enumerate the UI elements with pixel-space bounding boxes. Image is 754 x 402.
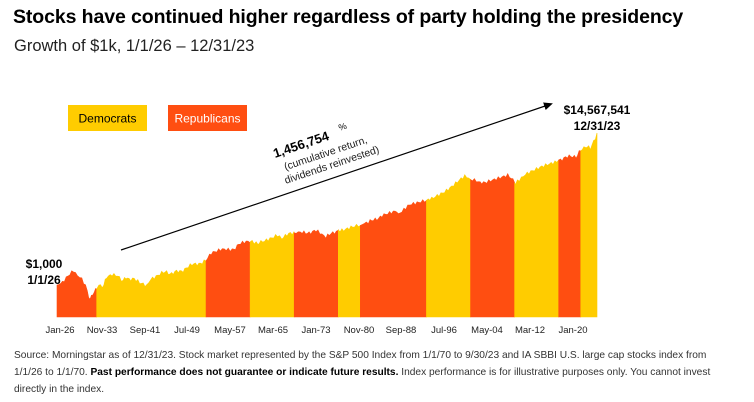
- page-subtitle: Growth of $1k, 1/1/26 – 12/31/23: [14, 37, 255, 55]
- area-period-8: [470, 173, 515, 318]
- x-tick-label-11: Mar-12: [515, 325, 545, 336]
- x-tick-label-1: Nov-33: [87, 325, 118, 336]
- start-date-label: 1/1/26: [27, 273, 61, 287]
- area-period-2: [205, 240, 251, 318]
- area-period-5: [338, 223, 361, 318]
- page-title: Stocks have continued higher regardless …: [13, 6, 684, 28]
- x-tick-label-12: Jan-20: [558, 325, 587, 336]
- x-tick-label-4: May-57: [214, 325, 246, 336]
- x-tick-label-2: Sep-41: [130, 325, 161, 336]
- footnote-text-2: Index performance is for illustrative pu…: [14, 367, 711, 395]
- x-tick-label-3: Jul-49: [174, 325, 200, 336]
- party-areas: [56, 132, 598, 318]
- x-tick-label-8: Sep-88: [386, 325, 417, 336]
- x-tick-label-5: Mar-65: [258, 325, 288, 336]
- legend-label-R: Republicans: [174, 112, 240, 126]
- area-period-4: [293, 228, 339, 318]
- footnote-text-1: Source: Morningstar as of 12/31/23. Stoc…: [14, 350, 707, 378]
- source-footnote: Source: Morningstar as of 12/31/23. Stoc…: [14, 347, 734, 398]
- cumulative-return-unit: %: [337, 121, 348, 133]
- legend-swatch-D: [68, 105, 147, 131]
- area-period-9: [514, 159, 559, 318]
- area-period-10: [558, 150, 582, 318]
- area-period-0: [56, 270, 97, 318]
- area-period-6: [360, 199, 427, 318]
- x-tick-label-0: Jan-26: [45, 325, 74, 336]
- x-tick-label-9: Jul-96: [431, 325, 457, 336]
- area-period-1: [96, 259, 207, 318]
- start-value-label: $1,000: [26, 257, 63, 271]
- area-period-7: [426, 174, 471, 318]
- trend-arrow-line: [120, 102, 553, 251]
- growth-chart: Democrats Republicans 1,456,754%(cumulati…: [26, 102, 631, 336]
- legend-swatch-R: [168, 105, 247, 131]
- x-tick-label-6: Jan-73: [301, 325, 330, 336]
- area-period-11: [580, 132, 598, 318]
- area-period-3: [249, 231, 295, 318]
- cumulative-return-label: 1,456,754%(cumulative return,dividends r…: [271, 121, 381, 187]
- x-axis-ticks: Jan-26 Nov-33 Sep-41 Jul-49 May-57 Mar-65 Jan-…: [45, 325, 587, 336]
- end-value-label: $14,567,541: [564, 103, 631, 117]
- end-date-label: 12/31/23: [574, 119, 621, 133]
- chart-legend: Democrats Republicans: [68, 105, 247, 131]
- footnote-disclaimer: Past performance does not guarantee or i…: [90, 367, 399, 378]
- legend-label-D: Democrats: [78, 112, 136, 126]
- chart-annotations: $1,000 1/1/26 $14,567,541 12/31/23: [26, 103, 631, 287]
- x-tick-label-7: Nov-80: [344, 325, 375, 336]
- x-tick-label-10: May-04: [471, 325, 503, 336]
